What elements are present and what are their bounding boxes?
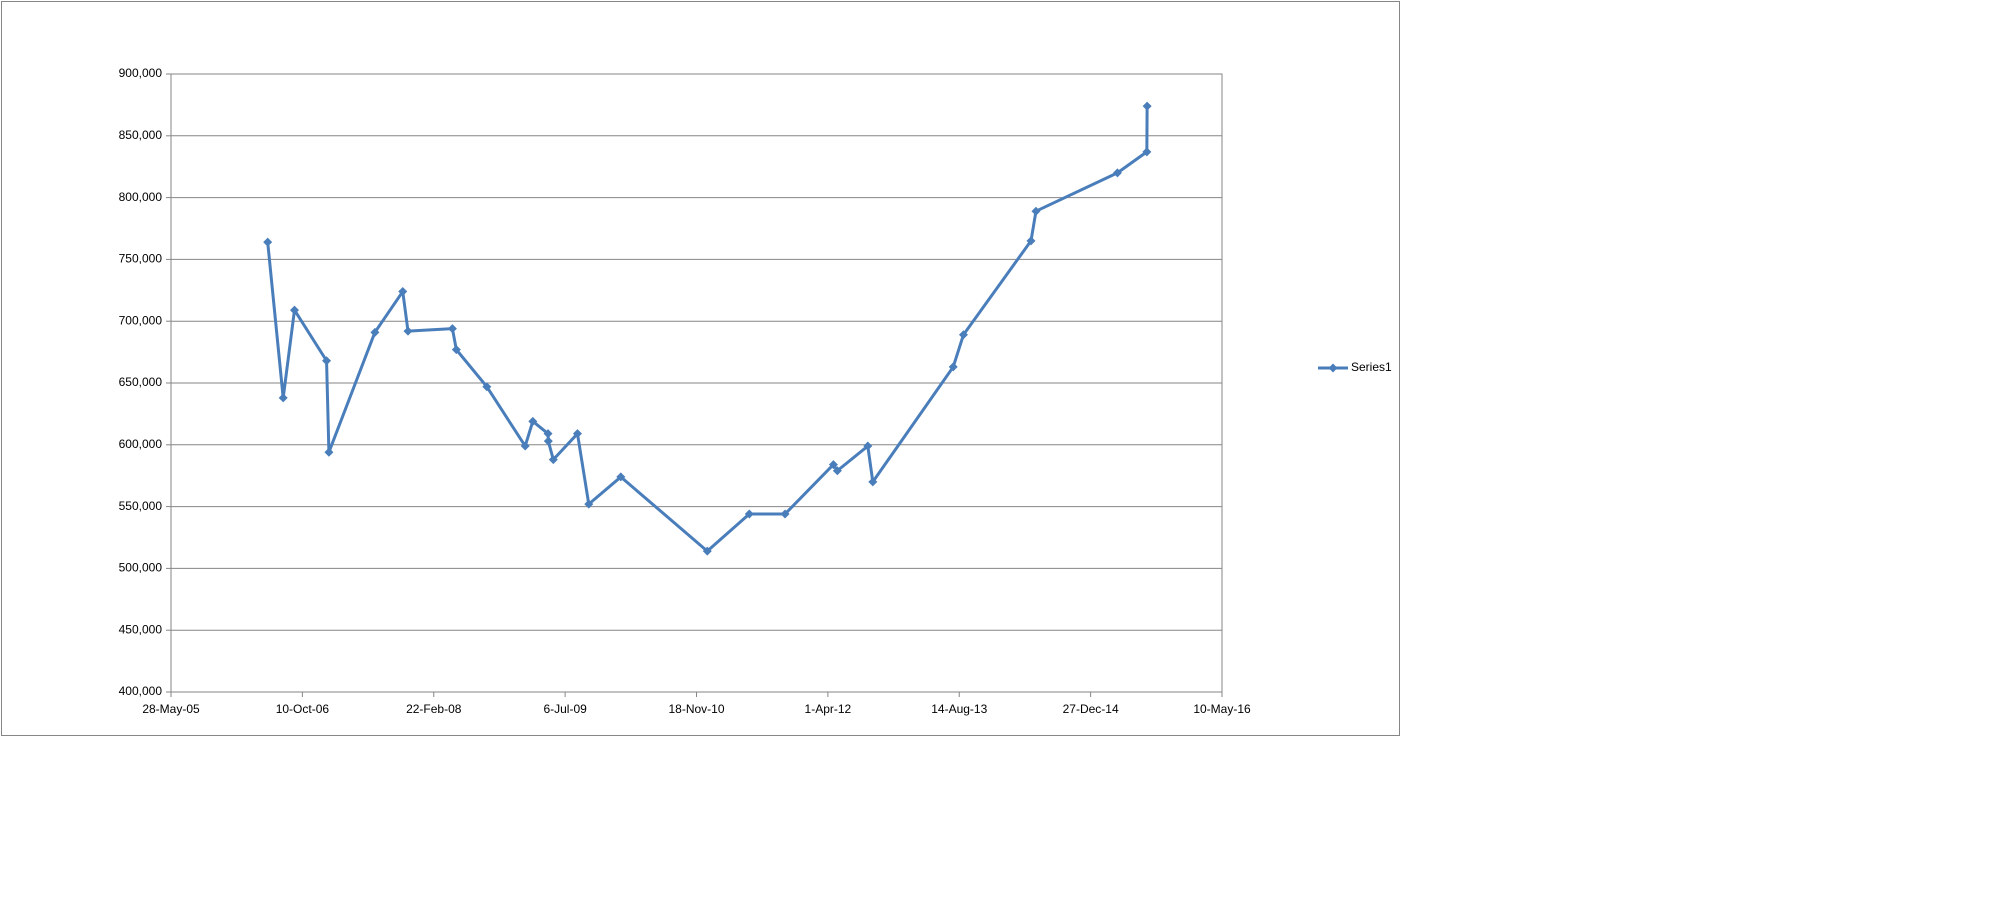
y-tick-label: 750,000 (119, 252, 163, 266)
data-point (451, 345, 461, 355)
y-tick-label: 650,000 (119, 375, 163, 389)
data-point (780, 509, 790, 519)
data-point (370, 327, 380, 337)
data-point (1142, 101, 1152, 111)
data-point (868, 477, 878, 487)
data-point (543, 436, 553, 446)
data-point (398, 287, 408, 297)
x-tick-label: 10-Oct-06 (276, 702, 330, 716)
x-tick-label: 28-May-05 (142, 702, 200, 716)
legend-marker (1328, 363, 1338, 373)
y-tick-label: 550,000 (119, 499, 163, 513)
chart-border (1, 1, 1400, 736)
x-tick-label: 1-Apr-12 (805, 702, 852, 716)
data-point (1142, 147, 1152, 157)
data-point (289, 305, 299, 315)
data-point (616, 472, 626, 482)
x-tick-label: 18-Nov-10 (668, 702, 724, 716)
y-tick-label: 900,000 (119, 66, 163, 80)
data-point (1026, 236, 1036, 246)
data-point (324, 447, 334, 457)
data-point (584, 499, 594, 509)
data-point (548, 455, 558, 465)
data-point (702, 546, 712, 556)
data-point (572, 429, 582, 439)
data-point (482, 382, 492, 392)
data-point (403, 326, 413, 336)
x-tick-label: 10-May-16 (1193, 702, 1251, 716)
data-point (278, 393, 288, 403)
legend-label: Series1 (1351, 360, 1392, 374)
data-point (832, 466, 842, 476)
x-tick-label: 22-Feb-08 (406, 702, 462, 716)
data-point (520, 441, 530, 451)
y-tick-label: 800,000 (119, 190, 163, 204)
y-tick-label: 600,000 (119, 437, 163, 451)
x-tick-label: 6-Jul-09 (543, 702, 587, 716)
y-tick-label: 500,000 (119, 561, 163, 575)
data-point (263, 237, 273, 247)
data-point (744, 509, 754, 519)
x-tick-label: 27-Dec-14 (1063, 702, 1119, 716)
data-point (1031, 206, 1041, 216)
data-point (958, 330, 968, 340)
data-point (322, 356, 332, 366)
y-tick-label: 400,000 (119, 684, 163, 698)
data-point (863, 441, 873, 451)
data-point (828, 460, 838, 470)
data-point (447, 324, 457, 334)
x-tick-label: 14-Aug-13 (931, 702, 987, 716)
y-tick-label: 850,000 (119, 128, 163, 142)
data-point (528, 416, 538, 426)
y-tick-label: 700,000 (119, 313, 163, 327)
data-point (543, 429, 553, 439)
data-point (1112, 168, 1122, 178)
y-tick-label: 450,000 (119, 622, 163, 636)
data-point (948, 362, 958, 372)
